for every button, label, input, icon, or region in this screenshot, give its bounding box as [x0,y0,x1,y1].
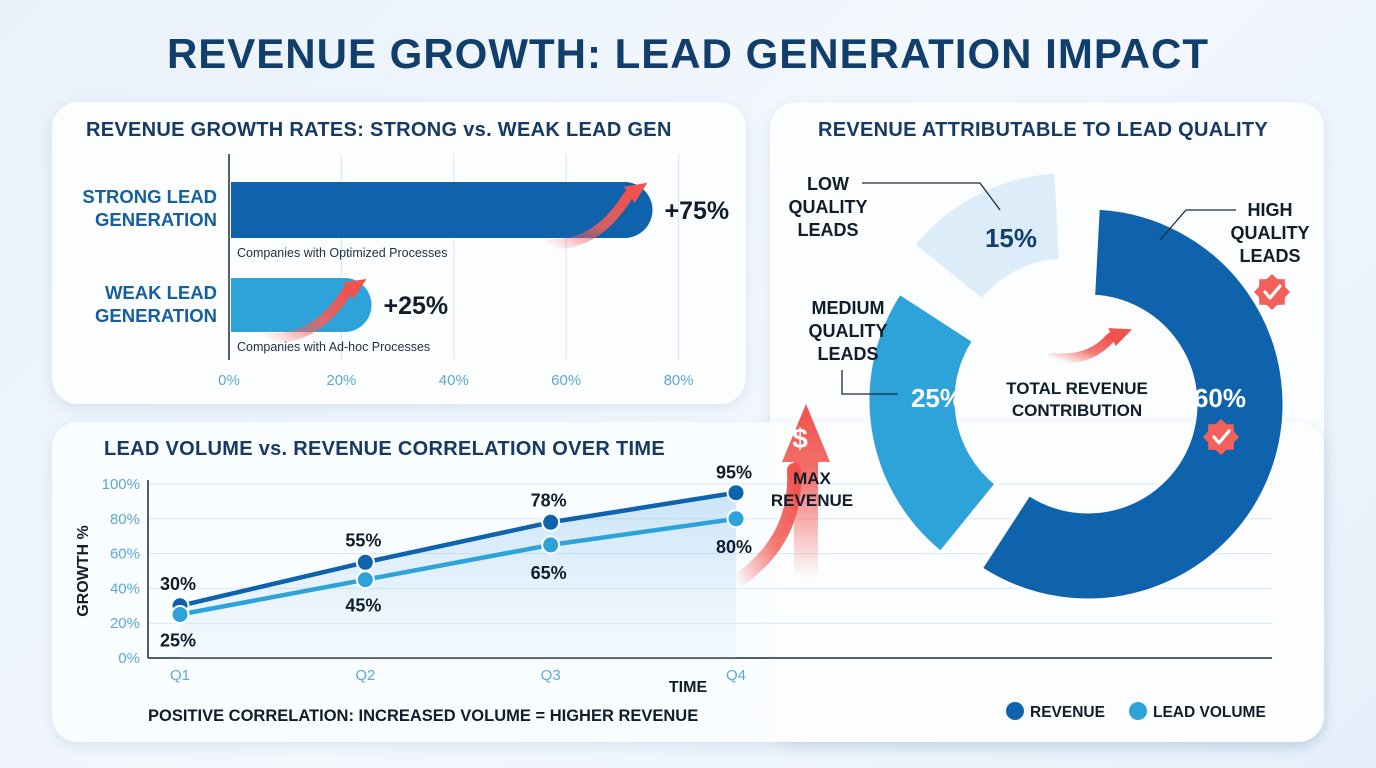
legend: REVENUE LEAD VOLUME [1006,702,1266,721]
slice-value-label: 60% [1194,383,1246,413]
bar-chart-panel: REVENUE GROWTH RATES: STRONG vs. WEAK LE… [52,102,746,404]
slice-name-label: LEADS [1239,246,1300,266]
center-arrow [1047,328,1133,364]
slice-value-label: 15% [985,223,1037,253]
slice-name-label: LEADS [797,220,858,240]
bar-value-label: +75% [665,197,730,225]
data-point [726,509,746,529]
bar [231,278,372,332]
x-tick-label: 0% [218,372,240,389]
legend-swatch [1006,702,1024,720]
data-point [355,570,375,590]
slice-name-label: QUALITY [1231,223,1310,243]
bar-sublabel: Companies with Ad-hoc Processes [237,340,430,354]
line-chart: 0% 20% 40% 60% 80% 100% Q1 Q2 Q3 Q4 TIME GROWTH % 30… [75,404,1272,725]
max-revenue-arrow: $ [729,404,830,589]
y-tick-label: 60% [110,546,140,563]
y-tick-label: 100% [102,476,140,493]
y-tick-label: 80% [110,511,140,528]
leader-line [862,182,1001,211]
donut-chart-title: REVENUE ATTRIBUTABLE TO LEAD QUALITY [818,119,1269,141]
check-badge-icon [1254,274,1290,310]
x-tick-label: 40% [439,372,469,389]
bar-left-edge [231,182,259,238]
check-badge-icon [1203,419,1239,455]
x-tick-label: Q3 [541,667,561,684]
slice-name-label: MEDIUM [812,298,885,318]
donut-slice [979,206,1286,602]
bar-sublabel: Companies with Optimized Processes [237,246,448,260]
footnote: POSITIVE CORRELATION: INCREASED VOLUME =… [148,707,698,725]
series-line-lead-volume [179,516,737,617]
slice-name-label: HIGH [1248,200,1293,220]
page-title: REVENUE GROWTH: LEAD GENERATION IMPACT [166,30,1210,77]
slice-name-label: LOW [807,174,849,194]
line-chart-title: LEAD VOLUME vs. REVENUE CORRELATION OVER… [104,438,665,460]
data-label: 30% [160,574,196,594]
x-tick-label: Q1 [170,667,190,684]
bar-chart: 0% 20% 40% 60% 80% +75% Companies with Optimiz… [82,154,730,389]
data-point [170,605,190,624]
x-tick-label: 20% [326,372,356,389]
revenue-area [180,492,736,658]
bar [231,182,653,238]
x-tick-label: Q2 [355,667,375,684]
category-label: GENERATION [95,305,217,326]
slice-value-label: 25% [911,383,963,413]
data-label: 65% [531,563,567,583]
category-label: GENERATION [95,209,217,230]
data-label: 45% [345,596,381,616]
data-label: 55% [345,530,381,550]
data-point [541,512,561,532]
y-tick-label: 0% [118,650,140,667]
donut-chart: 60% 25% 15% TOTAL REVENUE CONTRIBUTION HIGH QU… [789,170,1310,602]
bar-value-label: +25% [384,292,449,320]
slice-name-label: LEADS [817,344,878,364]
donut-slice [911,170,1062,303]
category-label: STRONG LEAD [82,186,217,207]
data-label: 80% [716,537,752,557]
data-point [355,552,375,572]
x-tick-label: Q4 [726,667,746,684]
category-label: WEAK LEAD [105,282,217,303]
y-tick-label: 20% [110,615,140,632]
x-axis-title: TIME [669,679,708,696]
arrow-tail [729,463,802,589]
arrow-shape [782,404,830,578]
legend-swatch [1129,702,1147,720]
legend-label: LEAD VOLUME [1153,704,1266,721]
bar-left-edge [231,278,258,332]
growth-arrow [541,182,648,250]
donut-slice [866,291,999,555]
series-line-revenue [179,490,737,608]
data-label: 95% [716,463,752,483]
x-tick-label: 60% [551,372,581,389]
y-axis-title: GROWTH % [75,525,92,617]
legend-label: REVENUE [1030,704,1105,721]
slice-name-label: QUALITY [809,321,888,341]
center-label: CONTRIBUTION [1012,401,1142,420]
center-label: TOTAL REVENUE [1006,379,1148,398]
slice-name-label: QUALITY [789,197,868,217]
growth-arrow [260,278,367,344]
bar-chart-title: REVENUE GROWTH RATES: STRONG vs. WEAK LE… [86,119,672,141]
annotation-label: MAX [793,469,831,488]
data-point [726,483,746,503]
y-tick-label: 40% [110,580,140,597]
data-label: 25% [160,631,196,651]
leader-line [841,370,898,395]
x-tick-label: 80% [664,372,694,389]
dollar-icon: $ [792,423,808,454]
leader-line [1159,209,1236,241]
data-label: 78% [531,490,567,510]
annotation-label: REVENUE [771,491,853,510]
data-point [541,535,561,555]
